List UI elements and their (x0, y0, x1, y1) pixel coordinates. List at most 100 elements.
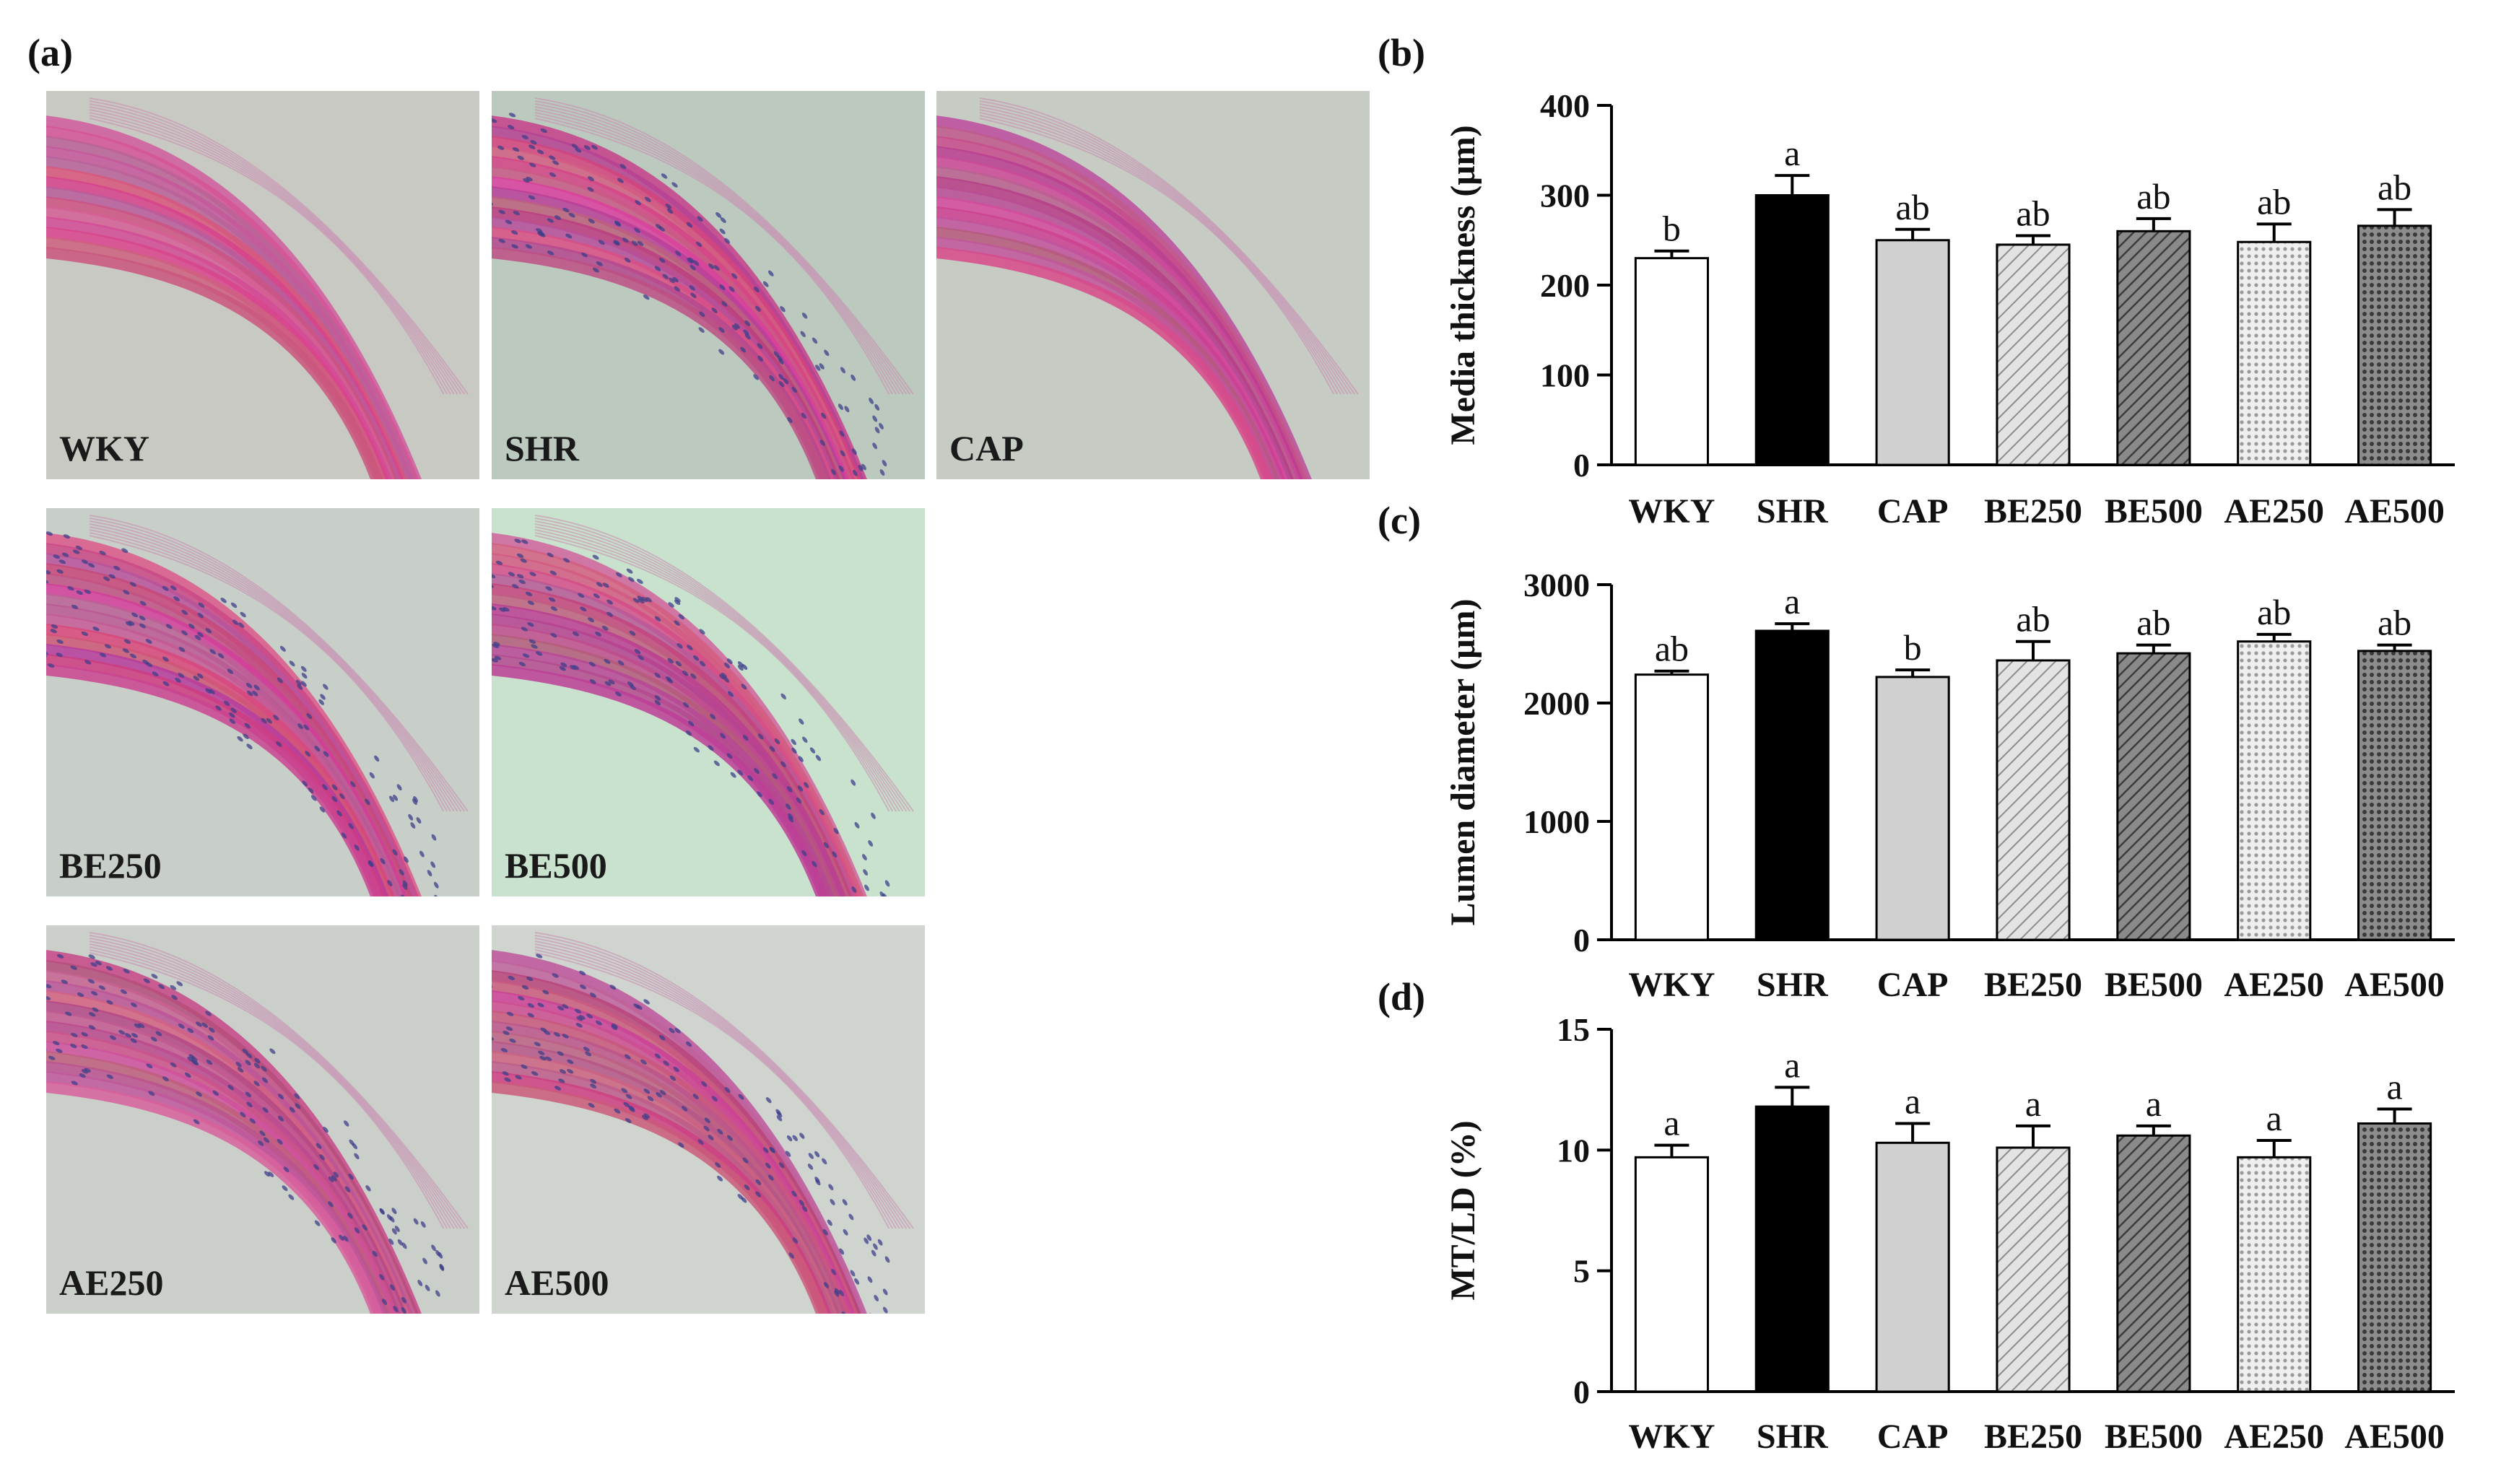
y-axis-label: Media thickness (μm) (1444, 125, 1482, 445)
significance-label: ab (2257, 592, 2291, 632)
bar-be500 (2116, 1134, 2191, 1393)
micrograph-image (492, 508, 925, 896)
significance-label: b (1663, 209, 1681, 249)
x-tick-label: BE500 (2105, 966, 2203, 1004)
y-tick-label: 10 (1557, 1132, 1590, 1169)
x-tick-label: CAP (1877, 966, 1949, 1004)
bar-wky (1634, 673, 1709, 941)
significance-label: a (1663, 1103, 1679, 1143)
bar-ae500 (2357, 224, 2432, 466)
micrograph-image (936, 91, 1370, 479)
panel-label-d: (d) (1378, 975, 1425, 1018)
y-tick-label: 15 (1557, 1011, 1590, 1048)
y-axis-label: MT/LD (%) (1444, 1120, 1482, 1300)
bar-ae500 (2357, 650, 2432, 941)
y-axis-label: Lumen diameter (μm) (1444, 599, 1482, 926)
x-tick-label: AE500 (2344, 966, 2445, 1004)
significance-label: a (1784, 581, 1800, 621)
y-tick-label: 0 (1573, 1374, 1590, 1410)
bar-shr (1754, 629, 1830, 941)
micrograph-label: BE500 (505, 845, 607, 886)
y-tick-label: 5 (1573, 1253, 1590, 1290)
micrograph-be500: BE500 (492, 508, 925, 896)
micrograph-label: WKY (59, 428, 149, 468)
bar-be250 (1996, 243, 2071, 466)
x-tick-label: SHR (1757, 492, 1829, 531)
significance-label: a (1784, 133, 1800, 173)
bar-be250 (1996, 659, 2071, 941)
micrograph-image (46, 508, 479, 896)
panel-label-b: (b) (1378, 31, 1425, 74)
micrograph-label: AE500 (505, 1262, 609, 1303)
micrograph-image (46, 925, 479, 1314)
bar-shr (1754, 1105, 1830, 1393)
micrograph-label: AE250 (59, 1262, 164, 1303)
significance-label: a (2025, 1083, 2041, 1124)
x-tick-label: CAP (1877, 1418, 1949, 1456)
y-tick-label: 300 (1540, 178, 1590, 214)
bar-cap (1875, 676, 1950, 941)
micrograph-ae500: AE500 (492, 925, 925, 1314)
bar-shr (1754, 194, 1830, 466)
y-tick-label: 1000 (1523, 803, 1590, 840)
micrograph-cap: CAP (936, 91, 1370, 479)
significance-label: ab (2016, 599, 2050, 640)
tissue-band (46, 515, 469, 896)
y-tick-label: 3000 (1523, 567, 1590, 603)
y-tick-label: 100 (1540, 357, 1590, 394)
micrograph-image (46, 91, 479, 479)
x-tick-label: WKY (1628, 1418, 1715, 1456)
x-tick-label: WKY (1628, 966, 1715, 1004)
x-tick-label: BE250 (1984, 1418, 2082, 1456)
significance-label: ab (2016, 193, 2050, 234)
micrograph-shr: SHR (492, 91, 925, 479)
micrograph-wky: WKY (46, 91, 479, 479)
bar-wky (1634, 257, 1709, 466)
micrograph-be250: BE250 (46, 508, 479, 896)
significance-label: ab (2136, 176, 2170, 217)
significance-label: ab (1896, 187, 1930, 227)
x-tick-label: BE250 (1984, 966, 2082, 1004)
panel-label-c: (c) (1378, 499, 1421, 542)
tissue-band (936, 97, 1359, 479)
micrograph-label: BE250 (59, 845, 162, 886)
tissue-band (46, 932, 469, 1314)
bar-be500 (2116, 230, 2191, 466)
chart-c: 0 1000 2000 3000 Lumen diameter (μm) ab WKY a SH… (1444, 567, 2455, 1004)
x-tick-label: SHR (1757, 966, 1829, 1004)
y-tick-label: 400 (1540, 87, 1590, 124)
significance-label: a (1784, 1044, 1800, 1085)
y-tick-label: 2000 (1523, 685, 1590, 722)
micrograph-ae250: AE250 (46, 925, 479, 1314)
significance-label: ab (2378, 167, 2411, 207)
panel-label-a: (a) (27, 31, 73, 74)
bar-ae500 (2357, 1122, 2432, 1393)
bar-ae250 (2237, 1156, 2312, 1393)
significance-label: b (1904, 627, 1922, 668)
significance-label: ab (2257, 181, 2291, 222)
micrograph-image (492, 925, 925, 1314)
x-tick-label: AE250 (2224, 492, 2324, 531)
x-tick-label: CAP (1877, 492, 1949, 531)
bar-cap (1875, 239, 1950, 466)
significance-label: a (2386, 1066, 2402, 1107)
bar-ae250 (2237, 240, 2312, 466)
x-tick-label: BE250 (1984, 492, 2082, 531)
significance-label: a (2146, 1083, 2162, 1124)
significance-label: a (1905, 1081, 1921, 1122)
tissue-band (492, 932, 914, 1314)
tissue-band (492, 97, 914, 479)
bar-be500 (2116, 652, 2191, 941)
bar-ae250 (2237, 640, 2312, 941)
micrograph-image (492, 91, 925, 479)
significance-label: ab (1655, 629, 1689, 669)
x-tick-label: AE500 (2344, 1418, 2445, 1456)
y-tick-label: 200 (1540, 267, 1590, 304)
x-tick-label: BE500 (2105, 492, 2203, 531)
micrograph-label: CAP (949, 428, 1024, 468)
y-tick-label: 0 (1573, 447, 1590, 484)
tissue-band (492, 515, 914, 896)
x-tick-label: AE250 (2224, 966, 2324, 1004)
bar-be250 (1996, 1146, 2071, 1393)
significance-label: ab (2378, 603, 2411, 643)
